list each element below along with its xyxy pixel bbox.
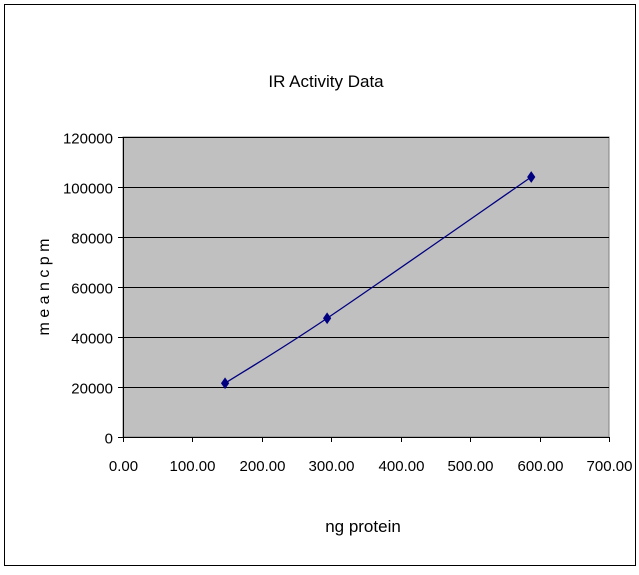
data-point-marker	[323, 312, 332, 325]
data-point-marker	[220, 377, 230, 390]
grid-lines	[123, 137, 609, 388]
x-axis-label: ng protein	[325, 517, 401, 536]
y-tick-label: 0	[105, 431, 113, 448]
y-tick-label: 100000	[63, 181, 113, 198]
x-tick-label: 500.00	[448, 458, 494, 475]
series-layer	[220, 171, 536, 390]
data-point-marker	[527, 171, 536, 183]
y-tick-label: 60000	[71, 281, 113, 298]
y-tick-label: 120000	[63, 131, 113, 148]
x-tick-label: 400.00	[379, 458, 425, 475]
x-tick-label: 700.00	[587, 458, 633, 475]
x-tick-label: 100.00	[170, 458, 216, 475]
axes	[118, 137, 610, 442]
y-tick-label: 40000	[71, 331, 113, 348]
x-tick-label: 300.00	[309, 458, 355, 475]
chart-title: IR Activity Data	[268, 72, 384, 91]
series-line	[224, 176, 532, 384]
y-tick-label: 80000	[71, 231, 113, 248]
x-tick-label: 0.00	[109, 458, 138, 475]
y-axis-label: m e a n c p m	[36, 239, 53, 336]
x-tick-label: 200.00	[240, 458, 286, 475]
y-tick-label: 20000	[71, 381, 113, 398]
tick-labels: 0 20000 40000 60000 80000 100000 120000 0.00 100…	[63, 131, 633, 476]
x-tick-label: 600.00	[518, 458, 564, 475]
